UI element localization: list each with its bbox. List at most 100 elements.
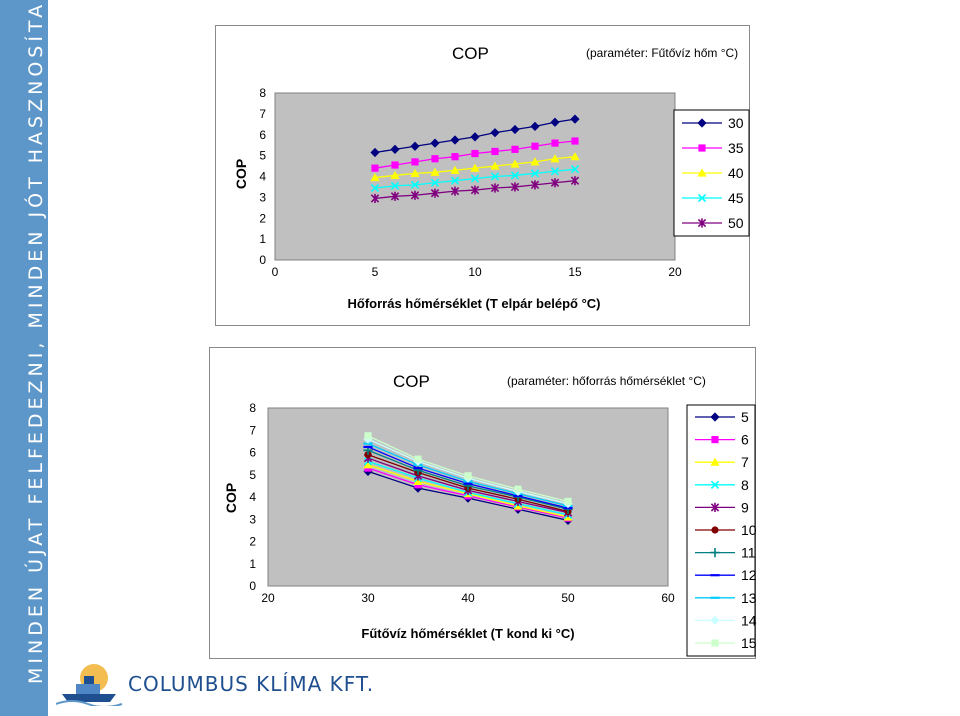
y-tick-label: 8 bbox=[259, 86, 266, 100]
plot-area bbox=[274, 92, 676, 261]
data-point bbox=[370, 172, 380, 182]
legend-marker bbox=[711, 436, 719, 444]
data-point bbox=[470, 132, 480, 142]
data-point bbox=[470, 174, 480, 183]
data-point bbox=[411, 158, 419, 166]
chart-cop-vs-heating-water-temperature: COP (paraméter: hőforrás hőmérséklet °C) C… bbox=[209, 347, 757, 659]
data-point bbox=[451, 153, 459, 161]
data-point bbox=[551, 139, 559, 147]
data-point bbox=[390, 170, 400, 180]
legend-entry-8: 8 bbox=[695, 477, 749, 493]
legend-label: 11 bbox=[741, 545, 756, 561]
y-tick-label: 4 bbox=[259, 170, 266, 184]
data-point bbox=[550, 154, 560, 163]
legend-label: 9 bbox=[741, 499, 749, 515]
data-point bbox=[470, 163, 480, 172]
series-50 bbox=[370, 176, 580, 204]
data-point bbox=[531, 142, 539, 150]
company-name: COLUMBUS KLÍMA KFT. bbox=[128, 672, 375, 696]
x-tick-label: 5 bbox=[372, 265, 379, 279]
y-tick-label: 2 bbox=[259, 211, 266, 225]
chart-cop-vs-source-temperature: COP (paraméter: Fűtővíz hőm °C) COP Hőforrá… bbox=[215, 25, 750, 326]
legend-entry-15: 15 bbox=[695, 635, 757, 651]
y-tick-label: 6 bbox=[249, 446, 256, 460]
side-banner: MINDEN ÚJAT FELFEDEZNI, MINDEN JÓT HASZN… bbox=[0, 0, 48, 716]
y-tick-label: 5 bbox=[249, 468, 256, 482]
legend-marker bbox=[710, 412, 720, 422]
data-point bbox=[491, 147, 499, 156]
data-point bbox=[510, 171, 520, 180]
legend-marker bbox=[710, 502, 720, 512]
data-point bbox=[470, 185, 480, 195]
x-tick-label: 50 bbox=[561, 591, 575, 605]
data-point bbox=[363, 460, 373, 469]
legend-label: 12 bbox=[741, 567, 757, 583]
legend-marker bbox=[710, 480, 720, 489]
data-point bbox=[370, 147, 380, 158]
data-point bbox=[464, 472, 472, 480]
data-point bbox=[430, 178, 440, 187]
data-point bbox=[410, 190, 420, 200]
legend-entry-12: 12 bbox=[695, 567, 757, 583]
legend-marker bbox=[697, 168, 707, 177]
x-tick-label: 60 bbox=[661, 591, 675, 605]
y-tick-label: 3 bbox=[249, 512, 256, 526]
data-point bbox=[530, 157, 540, 166]
y-tick-label: 8 bbox=[249, 401, 256, 415]
x-tick-label: 0 bbox=[272, 265, 279, 279]
legend-label: 35 bbox=[728, 140, 744, 156]
x-tick-label: 30 bbox=[361, 591, 375, 605]
series-45 bbox=[370, 165, 580, 193]
data-point bbox=[431, 155, 439, 163]
legend-marker bbox=[710, 548, 720, 558]
data-point bbox=[364, 432, 372, 440]
data-point bbox=[510, 182, 520, 192]
data-point bbox=[490, 128, 500, 138]
legend-entry-9: 9 bbox=[695, 499, 749, 515]
side-slogan: MINDEN ÚJAT FELFEDEZNI, MINDEN JÓT HASZN… bbox=[25, 0, 47, 684]
legend-marker bbox=[697, 218, 707, 228]
x-tick-label: 40 bbox=[461, 591, 475, 605]
y-tick-label: 5 bbox=[259, 149, 266, 163]
data-point bbox=[430, 167, 440, 176]
legend-entry-14: 14 bbox=[695, 612, 757, 628]
chart-2-svg: COP (paraméter: hőforrás hőmérséklet °C) C… bbox=[223, 372, 757, 657]
x-tick-label: 10 bbox=[468, 265, 482, 279]
legend-entry-6: 6 bbox=[695, 432, 749, 448]
legend-marker bbox=[697, 118, 707, 128]
data-point bbox=[410, 180, 420, 190]
legend-label: 30 bbox=[728, 115, 744, 131]
data-point bbox=[410, 141, 420, 151]
legend-marker bbox=[698, 144, 706, 152]
chart-title: COP bbox=[393, 372, 430, 391]
data-point bbox=[550, 117, 560, 127]
x-axis-label: Fűtővíz hőmérséklet (T kond ki °C) bbox=[361, 626, 574, 641]
data-point bbox=[371, 164, 379, 172]
y-tick-label: 0 bbox=[249, 579, 256, 593]
data-point bbox=[414, 455, 422, 463]
legend-label: 7 bbox=[741, 454, 749, 470]
legend-entry-30: 30 bbox=[682, 115, 744, 131]
x-tick-label: 15 bbox=[568, 265, 582, 279]
legend-marker bbox=[697, 193, 707, 203]
legend-entry-10: 10 bbox=[695, 522, 757, 538]
data-point bbox=[550, 178, 560, 188]
y-tick-label: 3 bbox=[259, 190, 266, 204]
data-point bbox=[550, 167, 560, 176]
legend-label: 8 bbox=[741, 477, 749, 493]
y-tick-label: 0 bbox=[259, 253, 266, 267]
data-point bbox=[571, 137, 579, 145]
data-point bbox=[370, 193, 380, 204]
legend-entry-5: 5 bbox=[695, 409, 749, 425]
legend-marker bbox=[710, 615, 720, 625]
data-point bbox=[471, 149, 479, 158]
series-40 bbox=[370, 152, 580, 182]
data-point bbox=[390, 144, 400, 154]
chart-title: COP bbox=[452, 44, 489, 63]
data-point bbox=[570, 152, 580, 161]
legend-entry-13: 13 bbox=[695, 590, 757, 606]
data-point bbox=[413, 476, 423, 486]
x-tick-label: 20 bbox=[261, 591, 275, 605]
legend-entry-35: 35 bbox=[682, 140, 744, 156]
series-15 bbox=[364, 432, 572, 506]
